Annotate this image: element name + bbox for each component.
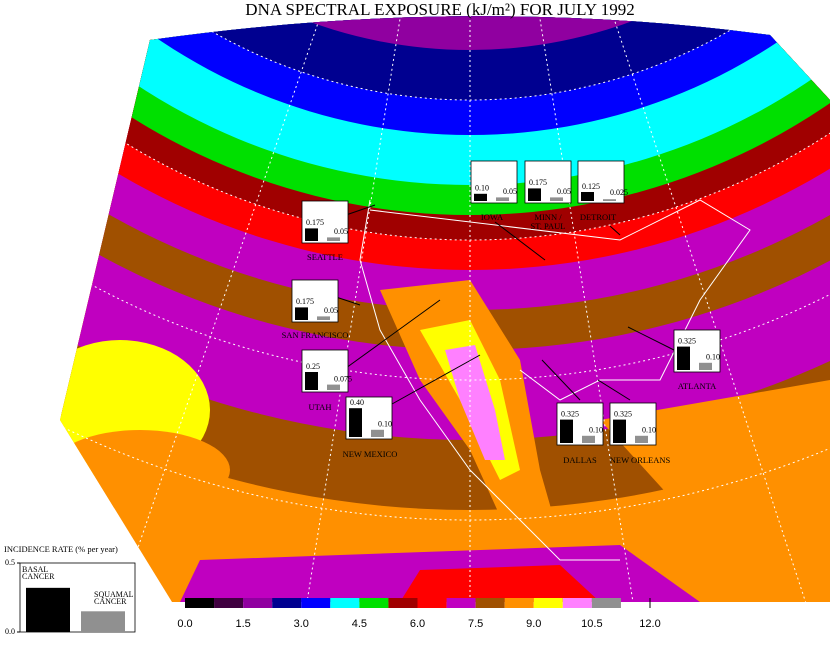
basal-bar: [560, 419, 573, 443]
value-label: 0.075: [334, 374, 352, 383]
value-label: 0.325: [614, 409, 632, 418]
city-name: NEW MEXICO: [343, 449, 398, 459]
colorbar-tick-label: 1.5: [235, 618, 250, 630]
value-label: 0.10: [642, 426, 656, 435]
legend-label: BASAL: [22, 565, 48, 574]
value-label: 0.25: [306, 362, 320, 371]
leader-lines: [335, 204, 675, 405]
basal-bar: [305, 372, 318, 390]
legend-tick-label: 0.0: [5, 627, 15, 636]
color-swatch: [214, 598, 244, 608]
color-swatch: [359, 598, 389, 608]
color-swatch: [388, 598, 418, 608]
city-name: MINN /: [534, 212, 562, 222]
colorbar-tick-label: 7.5: [468, 618, 483, 630]
basal-bar: [26, 587, 70, 632]
colorbar-tick-label: 0.0: [177, 618, 192, 630]
value-label: 0.325: [561, 409, 579, 418]
value-label: 0.125: [582, 182, 600, 191]
value-label: 0.175: [296, 297, 314, 306]
color-swatch: [446, 598, 476, 608]
value-label: 0.05: [324, 306, 338, 315]
color-swatch: [475, 598, 505, 608]
inset-box: [301, 200, 349, 244]
squamal-bar: [699, 362, 712, 370]
squamal-bar: [371, 429, 384, 437]
value-label: 0.10: [378, 420, 392, 429]
color-swatch: [301, 598, 331, 608]
title: DNA SPECTRAL EXPOSURE (kJ/m²) FOR JULY 1…: [245, 0, 634, 19]
colorbar-tick-label: 9.0: [526, 618, 541, 630]
value-label: 0.10: [589, 426, 603, 435]
value-label: 0.325: [678, 336, 696, 345]
color-swatch: [591, 598, 621, 608]
basal-bar: [474, 193, 487, 201]
squamal-bar: [81, 611, 125, 632]
squamal-bar: [635, 435, 648, 443]
color-swatch: [533, 598, 563, 608]
value-label: 0.10: [706, 353, 720, 362]
legend-label: SQUAMAL: [94, 590, 134, 599]
squamal-bar: [327, 237, 340, 241]
basal-bar: [528, 188, 541, 201]
value-label: 0.05: [557, 187, 571, 196]
colorbar-tick-label: 12.0: [639, 618, 660, 630]
color-swatch: [272, 598, 302, 608]
color-swatch: [417, 598, 447, 608]
color-swatch: [243, 598, 273, 608]
city-name: NEW ORLEANS: [610, 455, 671, 465]
squamal-bar: [603, 199, 616, 201]
legend-label: CANCER: [22, 572, 55, 581]
colorbar-tick-label: 10.5: [581, 618, 602, 630]
basal-bar: [305, 228, 318, 241]
city-name: ST. PAUL: [531, 221, 566, 231]
city-name: IOWA: [481, 212, 504, 222]
colorbar-tick-label: 3.0: [294, 618, 309, 630]
colorbar-tick-label: 6.0: [410, 618, 425, 630]
city-name: SAN FRANCISCO: [282, 330, 349, 340]
squamal-bar: [582, 435, 595, 443]
squamal-bar: [327, 384, 340, 390]
city-name: SEATTLE: [307, 252, 343, 262]
colorbar-tick-label: 4.5: [352, 618, 367, 630]
color-swatch: [185, 598, 215, 608]
color-swatch: [330, 598, 360, 608]
city-name: UTAH: [309, 402, 332, 412]
color-swatch: [562, 598, 592, 608]
basal-bar: [677, 346, 690, 370]
basal-bar: [295, 307, 308, 320]
color-swatch: [504, 598, 534, 608]
legend-title: INCIDENCE RATE (% per year): [4, 544, 118, 554]
squamal-bar: [496, 197, 509, 201]
value-label: 0.175: [529, 178, 547, 187]
city-name: ATLANTA: [678, 381, 717, 391]
basal-bar: [581, 192, 594, 201]
squamal-bar: [550, 197, 563, 201]
value-label: 0.025: [610, 188, 628, 197]
value-label: 0.10: [475, 184, 489, 193]
legend-label: CANCER: [94, 597, 127, 606]
value-label: 0.40: [350, 398, 364, 407]
value-label: 0.05: [503, 187, 517, 196]
city-name: DALLAS: [563, 455, 597, 465]
basal-bar: [613, 419, 626, 443]
value-label: 0.175: [306, 218, 324, 227]
value-label: 0.05: [334, 227, 348, 236]
squamal-bar: [317, 316, 330, 320]
legend-tick-label: 0.5: [5, 558, 15, 567]
city-name: DETROIT: [580, 212, 617, 222]
basal-bar: [349, 408, 362, 437]
